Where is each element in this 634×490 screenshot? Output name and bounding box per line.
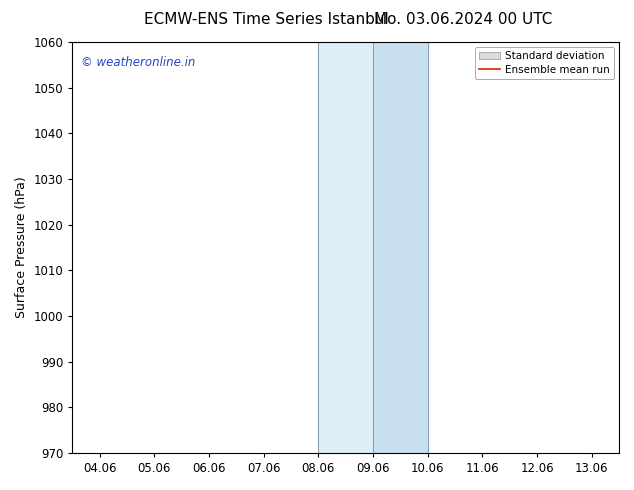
Text: © weatheronline.in: © weatheronline.in [81,56,195,70]
Text: ECMW-ENS Time Series Istanbul: ECMW-ENS Time Series Istanbul [144,12,389,27]
Bar [373,42,428,453]
Y-axis label: Surface Pressure (hPa): Surface Pressure (hPa) [15,176,28,318]
Bar [318,42,373,453]
Text: Mo. 03.06.2024 00 UTC: Mo. 03.06.2024 00 UTC [373,12,552,27]
Legend: Standard deviation, Ensemble mean run: Standard deviation, Ensemble mean run [475,47,614,79]
